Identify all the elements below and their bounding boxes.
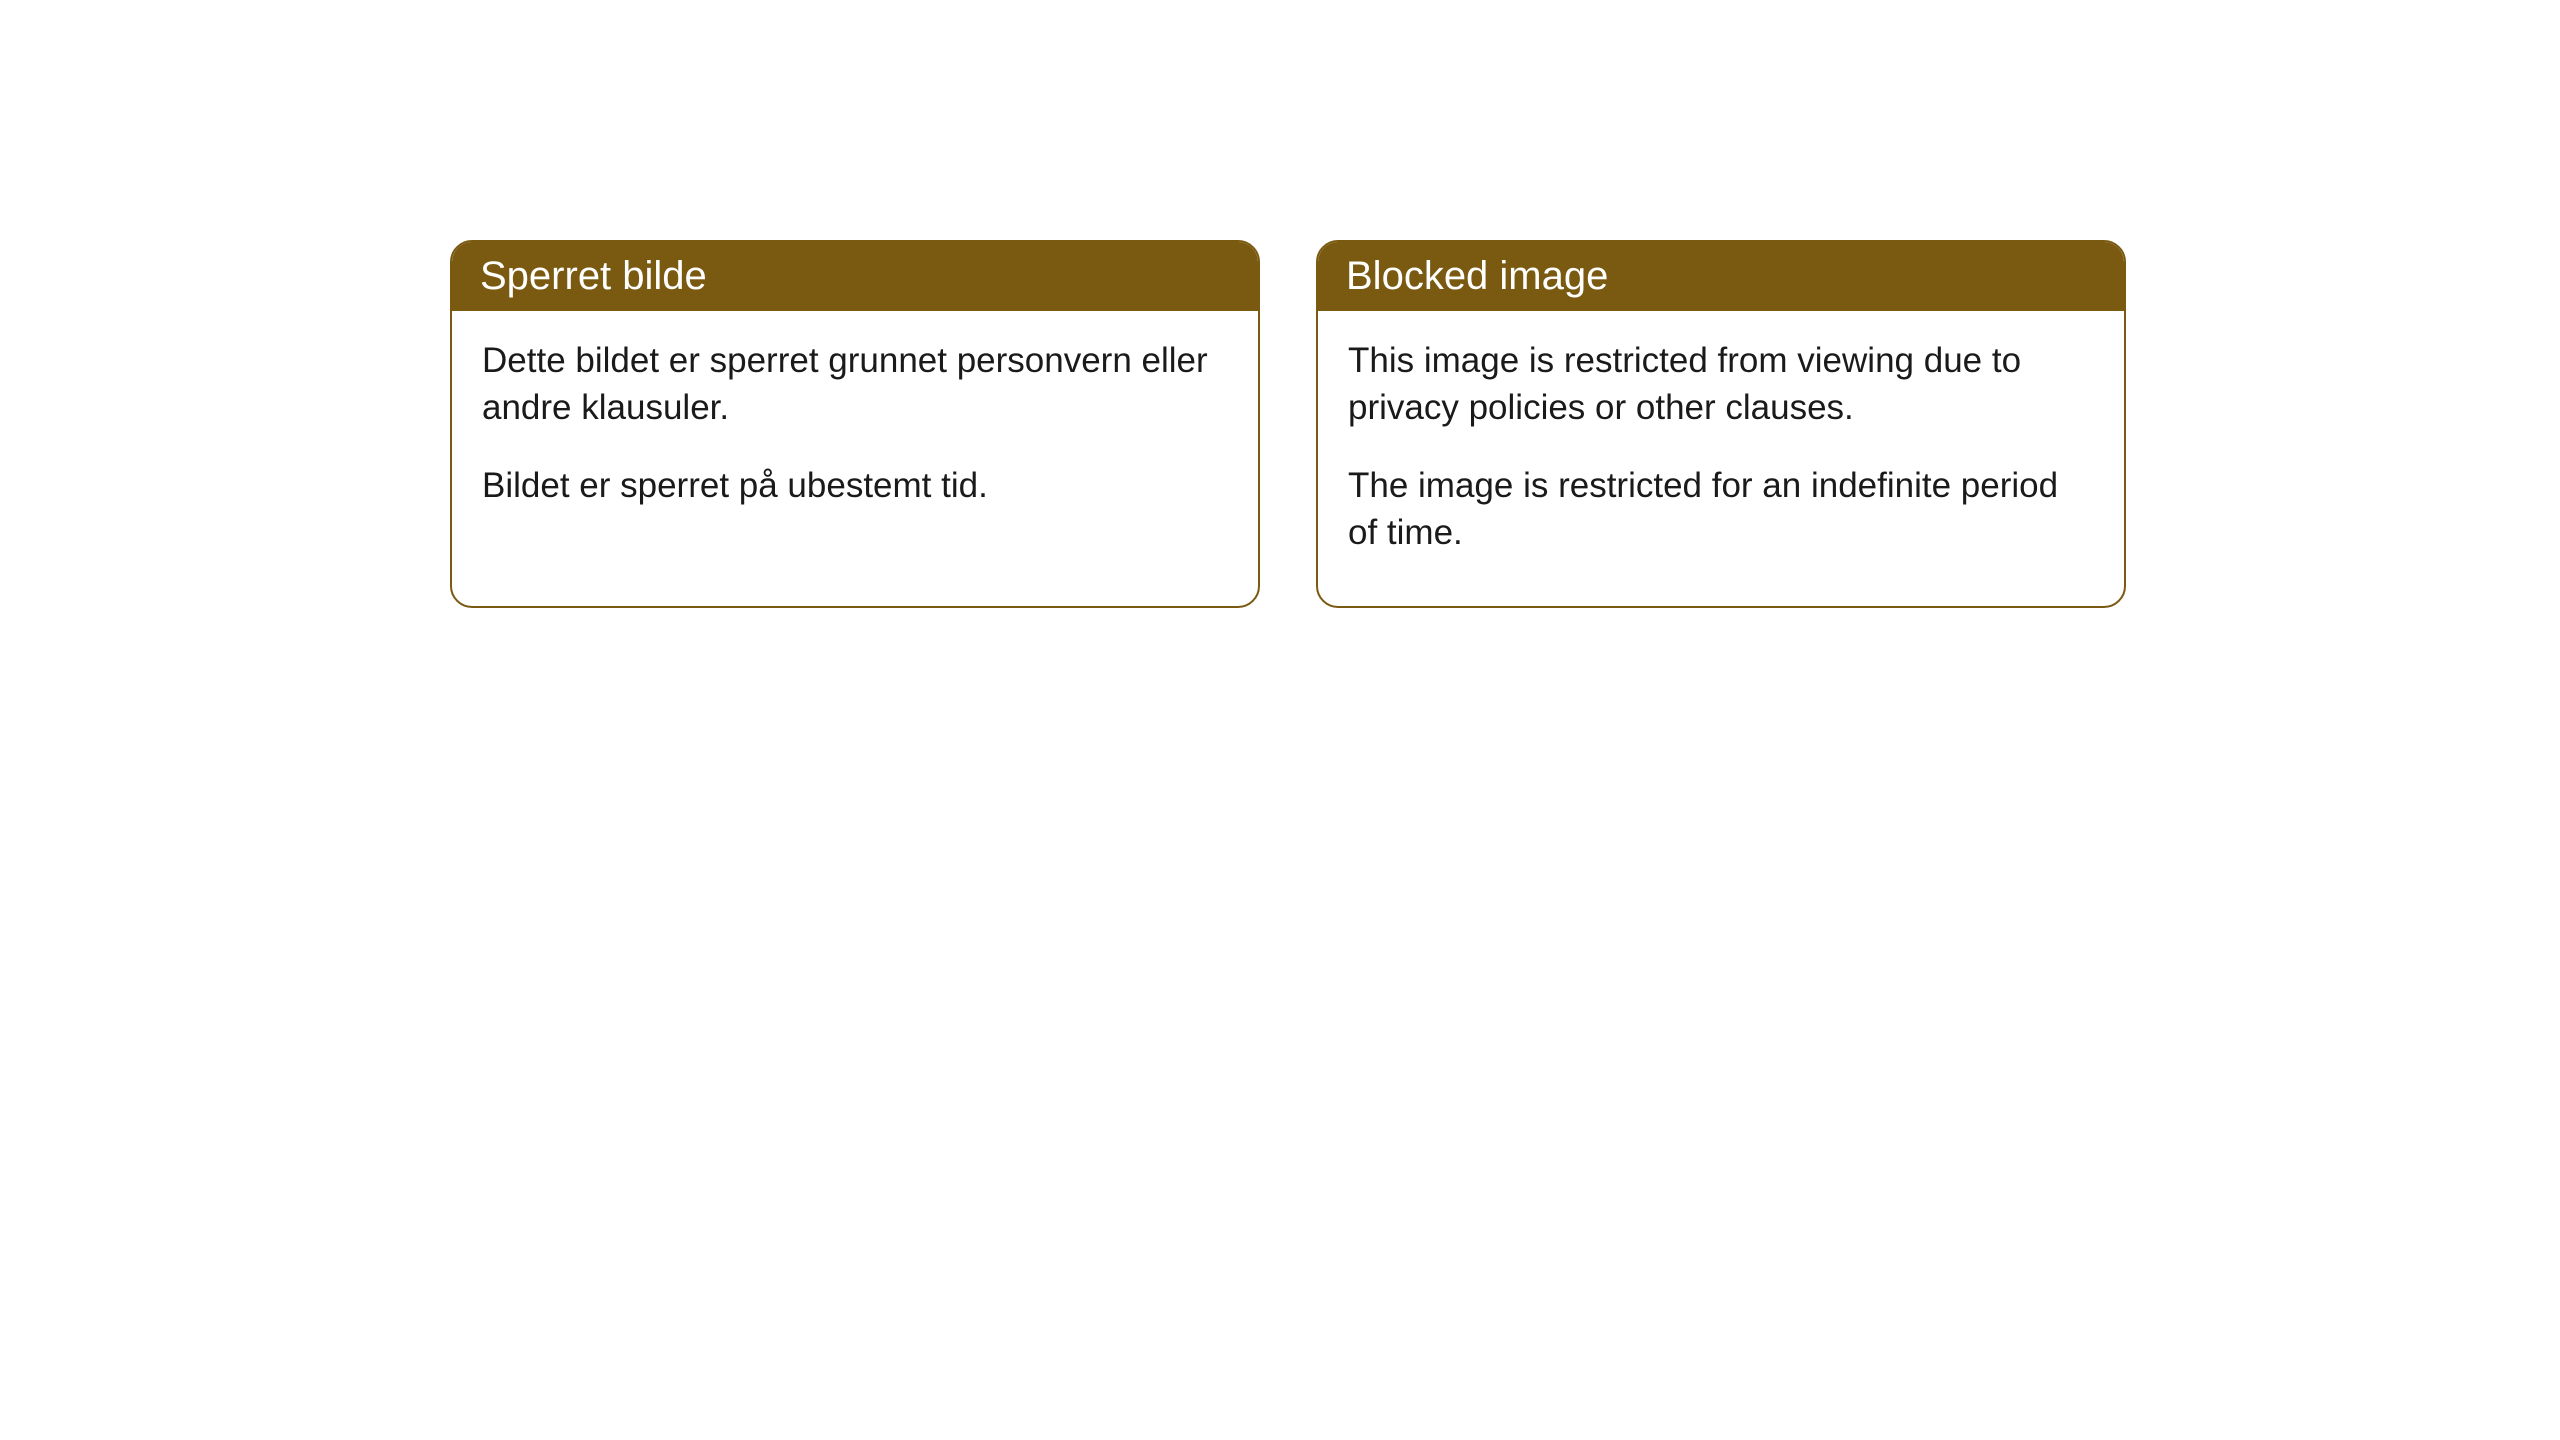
card-paragraph: Dette bildet er sperret grunnet personve… <box>482 337 1228 432</box>
card-body: Dette bildet er sperret grunnet personve… <box>452 311 1258 559</box>
card-title: Sperret bilde <box>480 254 707 298</box>
card-paragraph: This image is restricted from viewing du… <box>1348 337 2094 432</box>
notice-card-english: Blocked image This image is restricted f… <box>1316 240 2126 608</box>
card-body: This image is restricted from viewing du… <box>1318 311 2124 606</box>
notice-cards-container: Sperret bilde Dette bildet er sperret gr… <box>450 240 2126 608</box>
card-title: Blocked image <box>1346 254 1608 298</box>
card-paragraph: Bildet er sperret på ubestemt tid. <box>482 462 1228 509</box>
notice-card-norwegian: Sperret bilde Dette bildet er sperret gr… <box>450 240 1260 608</box>
card-header: Sperret bilde <box>452 242 1258 311</box>
card-header: Blocked image <box>1318 242 2124 311</box>
card-paragraph: The image is restricted for an indefinit… <box>1348 462 2094 557</box>
